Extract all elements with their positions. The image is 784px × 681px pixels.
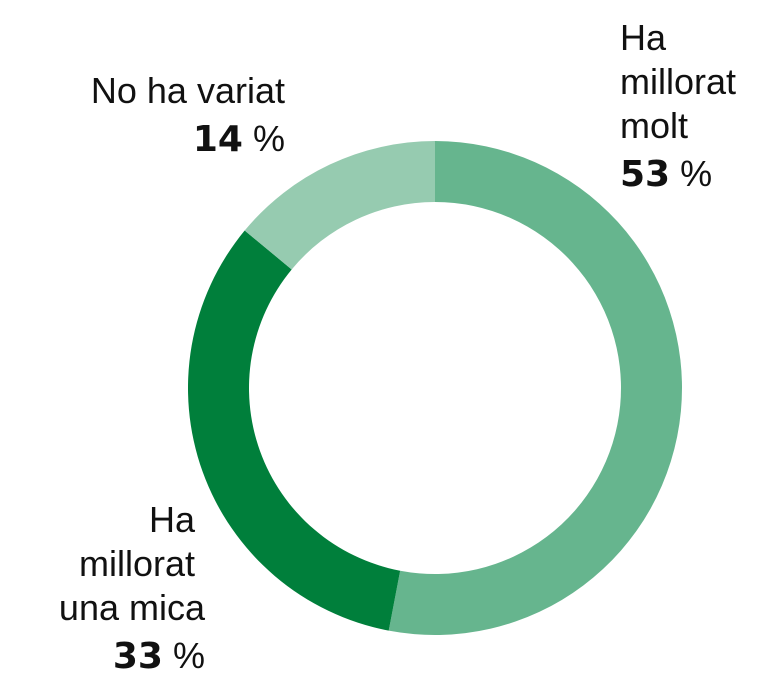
value-label: 33 %: [113, 635, 205, 677]
label-line: molt: [620, 105, 688, 146]
value-unit: %: [670, 153, 712, 194]
value-number: 14: [193, 119, 243, 160]
value-unit: %: [243, 118, 285, 159]
value-label: 53 %: [620, 153, 712, 195]
label-line: una mica: [59, 587, 206, 628]
donut-segment: [188, 230, 401, 631]
label-line: millorat: [620, 61, 746, 102]
label-line: No ha variat: [91, 70, 285, 111]
value-label: 14 %: [193, 118, 285, 160]
donut-segment: [388, 141, 682, 635]
segment-label: No ha variat: [91, 70, 285, 111]
segment-label: Ha millorat una mica: [59, 499, 206, 628]
label-line: Ha: [620, 17, 676, 58]
label-line: Ha: [149, 499, 205, 540]
value-unit: %: [163, 635, 205, 676]
segment-label: Ha millorat molt: [620, 17, 746, 146]
value-number: 33: [113, 636, 163, 677]
value-number: 53: [620, 154, 670, 195]
label-line: millorat: [79, 543, 205, 584]
donut-segment: [244, 141, 435, 270]
